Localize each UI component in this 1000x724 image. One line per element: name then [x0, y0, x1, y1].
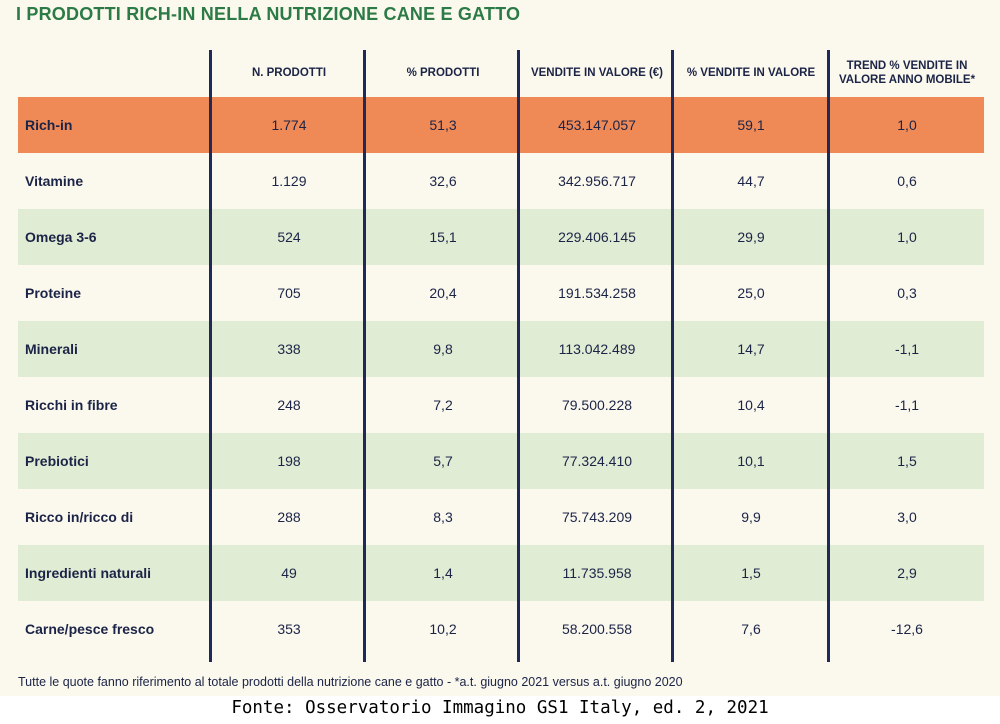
cell-pct-vendite-valore: 44,7 — [737, 173, 765, 189]
cell-vendite-valore: 11.735.958 — [562, 565, 632, 581]
table-panel: I PRODOTTI RICH-IN NELLA NUTRIZIONE CANE… — [0, 0, 1000, 696]
row-label: Rich-in — [25, 117, 73, 133]
cell-pct-prodotti: 15,1 — [429, 229, 457, 245]
cell-trend-vendite: -1,1 — [894, 341, 920, 357]
cell-n-prodotti: 353 — [277, 621, 301, 637]
row-label: Carne/pesce fresco — [25, 621, 155, 637]
cell-trend-vendite: 3,0 — [897, 509, 917, 525]
cell-n-prodotti: 524 — [277, 229, 301, 245]
row-label: Prebiotici — [25, 453, 89, 469]
table-row: Prebiotici 198 5,7 77.324.410 10,1 1,5 — [18, 433, 984, 489]
cell-n-prodotti: 1.774 — [271, 117, 307, 133]
row-label: Proteine — [25, 285, 82, 301]
cell-vendite-valore: 75.743.209 — [561, 509, 633, 525]
cell-vendite-valore: 113.042.489 — [558, 341, 636, 357]
column-divider — [363, 50, 366, 662]
cell-trend-vendite: -1,1 — [894, 397, 920, 413]
cell-pct-prodotti: 9,8 — [433, 341, 453, 357]
cell-trend-vendite: 2,9 — [897, 565, 917, 581]
cell-vendite-valore: 342.956.717 — [558, 173, 636, 189]
cell-vendite-valore: 77.324.410 — [561, 453, 633, 469]
table-row: Rich-in 1.774 51,3 453.147.057 59,1 1,0 — [18, 97, 984, 153]
cell-n-prodotti: 248 — [277, 397, 301, 413]
cell-vendite-valore: 453.147.057 — [558, 117, 636, 133]
cell-pct-vendite-valore: 14,7 — [737, 341, 765, 357]
cell-trend-vendite: 1,0 — [897, 229, 917, 245]
cell-vendite-valore: 229.406.145 — [558, 229, 636, 245]
cell-pct-vendite-valore: 59,1 — [737, 117, 765, 133]
cell-pct-prodotti: 8,3 — [433, 509, 453, 525]
cell-vendite-valore: 191.534.258 — [558, 285, 636, 301]
table-row: Ingredienti naturali 49 1,4 11.735.958 1,5 2,… — [18, 545, 984, 601]
cell-pct-prodotti: 1,4 — [433, 565, 453, 581]
cell-pct-vendite-valore: 9,9 — [741, 509, 761, 525]
header-pct-prodotti: % PRODOTTI — [406, 67, 480, 79]
header-pct-vendite-valore: % VENDITE IN VALORE — [686, 67, 816, 79]
footnote: Tutte le quote fanno riferimento al tota… — [18, 675, 683, 689]
table-row: Vitamine 1.129 32,6 342.956.717 44,7 0,6 — [18, 153, 984, 209]
row-label: Omega 3-6 — [25, 229, 97, 245]
cell-trend-vendite: 0,3 — [897, 285, 917, 301]
column-divider — [827, 50, 830, 662]
cell-vendite-valore: 79.500.228 — [561, 397, 633, 413]
row-label: Ricco in/ricco di — [25, 509, 134, 525]
cell-n-prodotti: 705 — [277, 285, 301, 301]
cell-pct-prodotti: 5,7 — [433, 453, 453, 469]
cell-pct-prodotti: 10,2 — [429, 621, 457, 637]
cell-pct-prodotti: 7,2 — [433, 397, 453, 413]
cell-pct-vendite-valore: 1,5 — [741, 565, 761, 581]
cell-pct-vendite-valore: 10,1 — [737, 453, 765, 469]
table-row: Ricco in/ricco di 288 8,3 75.743.209 9,9 3,0 — [18, 489, 984, 545]
table-row: Omega 3-6 524 15,1 229.406.145 29,9 1,0 — [18, 209, 984, 265]
column-divider — [209, 50, 212, 662]
header-n-prodotti: N. PRODOTTI — [251, 67, 327, 79]
cell-trend-vendite: 1,0 — [897, 117, 917, 133]
cell-n-prodotti: 198 — [277, 453, 301, 469]
column-divider — [517, 50, 520, 662]
column-divider — [671, 50, 674, 662]
table-title: I PRODOTTI RICH-IN NELLA NUTRIZIONE CANE… — [16, 4, 521, 24]
row-label: Minerali — [25, 341, 78, 357]
row-label: Vitamine — [25, 173, 84, 189]
cell-pct-prodotti: 51,3 — [429, 117, 457, 133]
row-label: Ingredienti naturali — [25, 565, 152, 581]
table-row: Proteine 705 20,4 191.534.258 25,0 0,3 — [18, 265, 984, 321]
cell-pct-vendite-valore: 25,0 — [737, 285, 765, 301]
source-caption: Fonte: Osservatorio Immagino GS1 Italy, … — [231, 698, 769, 718]
header-trend-vendite: TREND % VENDITE IN VALORE ANNO MOBILE* — [838, 60, 976, 86]
table-row: Ricchi in fibre 248 7,2 79.500.228 10,4 -1,1 — [18, 377, 984, 433]
cell-pct-vendite-valore: 29,9 — [737, 229, 765, 245]
row-label: Ricchi in fibre — [25, 397, 118, 413]
cell-pct-vendite-valore: 10,4 — [737, 397, 765, 413]
cell-n-prodotti: 49 — [281, 565, 297, 581]
cell-pct-prodotti: 20,4 — [429, 285, 457, 301]
cell-trend-vendite: -12,6 — [891, 621, 923, 637]
cell-n-prodotti: 288 — [277, 509, 301, 525]
cell-pct-prodotti: 32,6 — [429, 173, 457, 189]
cell-n-prodotti: 338 — [277, 341, 301, 357]
cell-trend-vendite: 1,5 — [897, 453, 917, 469]
cell-vendite-valore: 58.200.558 — [561, 621, 633, 637]
cell-trend-vendite: 0,6 — [897, 173, 917, 189]
table-row: Minerali 338 9,8 113.042.489 14,7 -1,1 — [18, 321, 984, 377]
table-row: Carne/pesce fresco 353 10,2 58.200.558 7,6 -1… — [18, 601, 984, 657]
header-vendite-valore: VENDITE IN VALORE (€) — [530, 67, 664, 79]
cell-pct-vendite-valore: 7,6 — [741, 621, 761, 637]
cell-n-prodotti: 1.129 — [271, 173, 307, 189]
